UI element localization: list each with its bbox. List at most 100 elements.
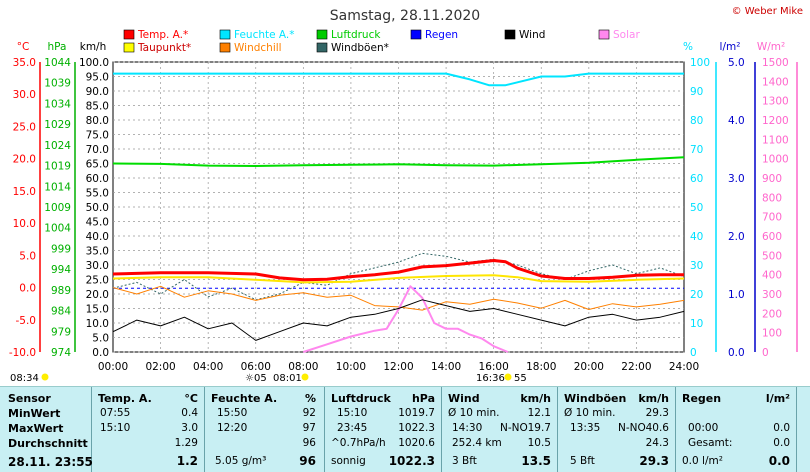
tick-wind: 95.0	[86, 72, 109, 84]
wind-column: Wind km/h Ø 10 min. 12.1 14:30 N-NO 19.7…	[442, 387, 558, 472]
tick-wind: 100.0	[79, 57, 109, 69]
legend-swatch	[219, 42, 231, 53]
axis-unit-temp: °C	[17, 41, 30, 53]
rain-header: Regen	[682, 392, 722, 405]
chart-title: Samstag, 28.11.2020	[330, 8, 480, 24]
tick-x: 24:00	[669, 361, 699, 373]
tick-x: 02:00	[145, 361, 175, 373]
legend-swatch	[219, 29, 231, 40]
rain-total: 0.0	[773, 437, 790, 449]
press-unit: hPa	[411, 392, 435, 405]
rain-now: 0.0	[768, 454, 790, 468]
tick-solar: 200	[762, 308, 782, 320]
wind-max: 19.7	[527, 422, 551, 434]
sunrise-time-left: 08:34	[10, 373, 39, 384]
rain-sum: 0.0 l/m²	[682, 455, 723, 467]
tick-wind: 90.0	[86, 86, 109, 98]
gust-avg10: 29.3	[645, 407, 669, 419]
gust-max-dir: N-NO	[618, 422, 646, 434]
tick-wind: 5.0	[92, 333, 109, 345]
tick-wind: 80.0	[86, 115, 109, 127]
tick-pressure: 979	[51, 326, 71, 338]
sun-dot	[504, 373, 512, 381]
temp-max-time: 15:10	[100, 422, 131, 434]
tick-solar: 100	[762, 328, 782, 340]
temp-header: Temp. A.	[98, 392, 152, 405]
tick-rain: 3.0	[728, 173, 745, 185]
legend-label: Wind	[519, 29, 545, 41]
tick-solar: 900	[762, 173, 782, 185]
gust-bft: 5 Bft	[570, 455, 595, 467]
tick-solar: 1100	[762, 134, 789, 146]
tick-pressure: 989	[51, 285, 71, 297]
tick-solar: 400	[762, 270, 782, 282]
temp-min-time: 07:55	[100, 407, 131, 419]
hum-avg: 96	[302, 437, 316, 449]
tick-temp: -5.0	[16, 315, 37, 327]
gust-max-time: 13:35	[570, 422, 601, 434]
hum-min-time: 15:50	[217, 407, 248, 419]
legend-label: Windchill	[234, 42, 282, 54]
tick-solar: 700	[762, 212, 782, 224]
gust-avg-label: Ø 10 min.	[564, 407, 616, 419]
press-trend: ^0.7hPa/h	[331, 437, 386, 449]
tick-pressure: 994	[51, 264, 71, 276]
chart-axes: 35.0 30.0 25.0 20.0 15.0 10.0 5.0 0.0 -5.0 -10.0 1…	[9, 57, 798, 373]
temp-max: 3.0	[181, 422, 198, 434]
tick-x: 00:00	[98, 361, 128, 373]
press-now: 1022.3	[388, 454, 435, 468]
tick-wind: 55.0	[86, 188, 109, 200]
row-label-min: MinWert	[8, 407, 61, 420]
legend-swatch	[123, 29, 135, 40]
tick-wind: 60.0	[86, 173, 109, 185]
series-solar	[302, 285, 509, 353]
gust-header: Windböen	[564, 392, 627, 405]
press-header: Luftdruck	[331, 392, 391, 405]
tick-pressure: 1029	[44, 119, 71, 131]
wind-avg10: 12.1	[527, 407, 551, 419]
tick-pressure: 1009	[44, 202, 71, 214]
tick-pressure: 1014	[44, 181, 71, 193]
series-luftdruck	[112, 156, 685, 167]
series-windben	[112, 252, 685, 301]
copyright: © Weber Mike	[732, 6, 803, 17]
statistics-panel: Sensor MinWert MaxWert Durchschnitt 28.1…	[0, 386, 810, 472]
legend-swatch	[316, 29, 328, 40]
hum-unit: %	[304, 392, 316, 405]
tick-solar: 800	[762, 192, 782, 204]
tick-x: 20:00	[574, 361, 604, 373]
temp-min: 0.4	[181, 407, 198, 419]
tick-temp: -10.0	[9, 347, 36, 359]
hum-absolute: 5.05 g/m³	[215, 455, 267, 467]
current-timestamp: 28.11. 23:55	[8, 455, 93, 469]
tick-pressure: 984	[51, 306, 71, 318]
tick-solar: 1500	[762, 57, 789, 69]
axis-unit-humidity: %	[683, 41, 693, 53]
rain-column: Regen l/m² 00:00 0.0 Gesamt: 0.0 0.0 l/m…	[676, 387, 797, 472]
legend-label: Regen	[425, 29, 458, 41]
legend-label: Taupunkt*	[137, 42, 191, 54]
temp-unit: °C	[184, 392, 198, 405]
tick-wind: 85.0	[86, 101, 109, 113]
chart-grid	[112, 61, 685, 353]
tick-pressure: 1039	[44, 78, 71, 90]
gust-column: Windböen km/h Ø 10 min. 29.3 13:35 N-NO …	[558, 387, 676, 472]
tick-humidity: 30	[690, 260, 703, 272]
axis-unit-solar: W/m²	[757, 41, 785, 53]
legend-label: Windböen*	[331, 42, 389, 54]
tick-solar: 1000	[762, 154, 789, 166]
tick-humidity: 20	[690, 289, 703, 301]
sunset-suffix: 55	[514, 373, 527, 384]
tick-humidity: 90	[690, 86, 703, 98]
legend-swatch	[316, 42, 328, 53]
wind-header: Wind	[448, 392, 480, 405]
tick-x: 10:00	[336, 361, 366, 373]
tick-wind: 65.0	[86, 159, 109, 171]
tick-wind: 45.0	[86, 217, 109, 229]
tick-rain: 0.0	[728, 347, 745, 359]
series-wind	[112, 299, 685, 341]
weather-chart: Samstag, 28.11.2020 © Weber Mike Temp. A…	[9, 6, 803, 384]
wind-max-time: 14:30	[452, 422, 483, 434]
hum-max-time: 12:20	[217, 422, 248, 434]
tick-solar: 1400	[762, 76, 789, 88]
